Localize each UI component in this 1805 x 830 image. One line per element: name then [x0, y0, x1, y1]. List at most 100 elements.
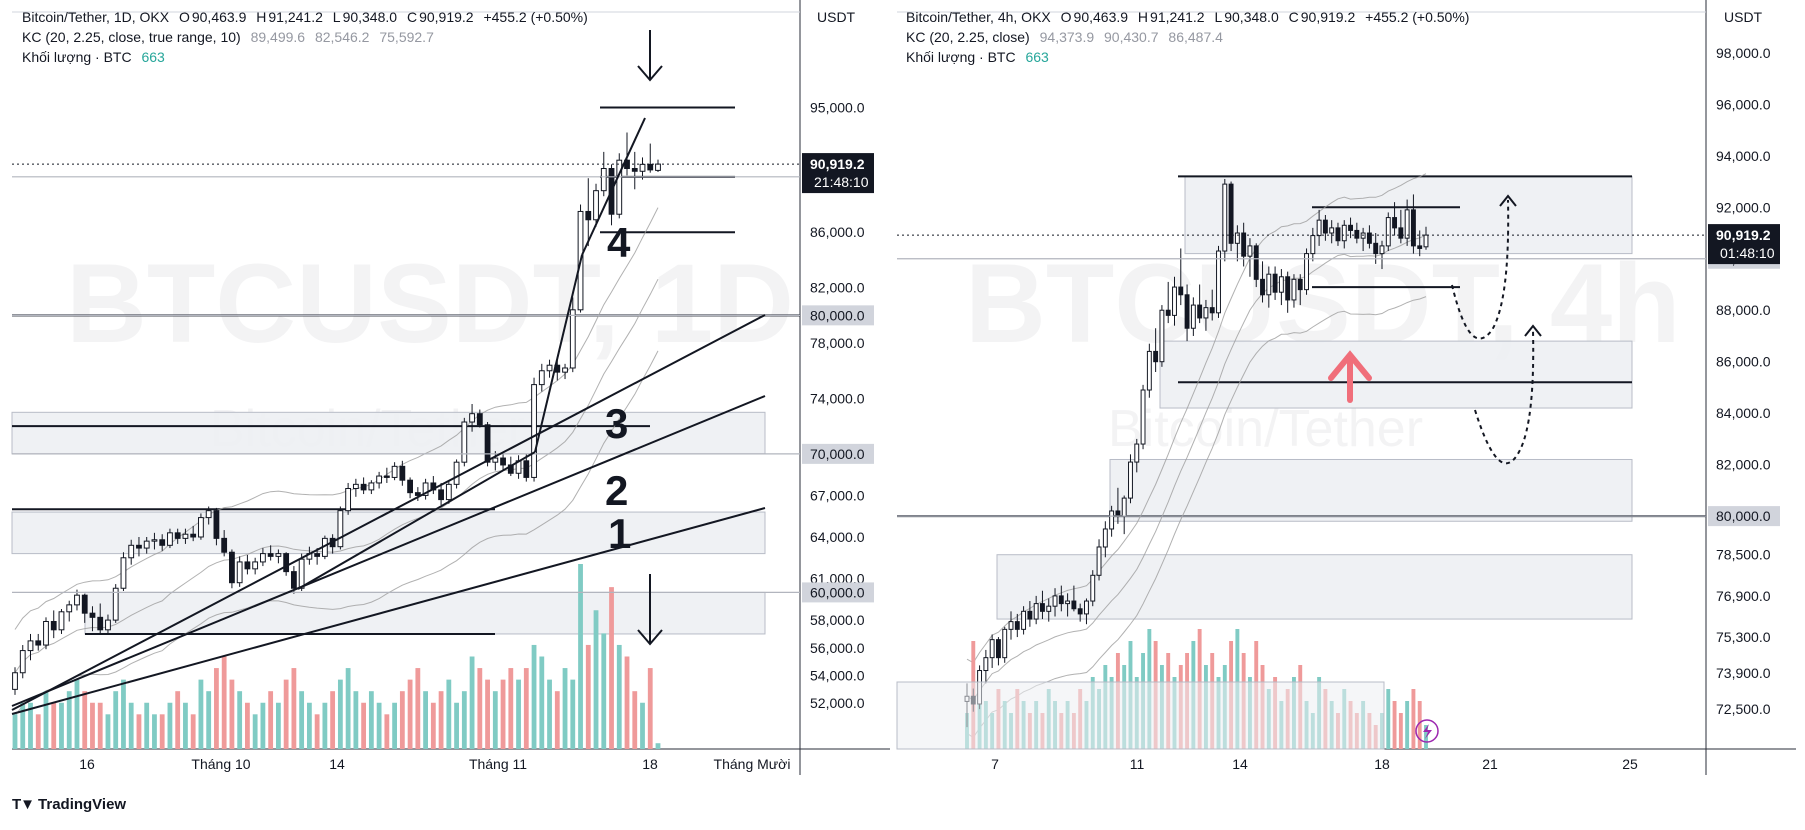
left-price-badge: 90,919.2 — [810, 156, 865, 172]
left-volume-bar — [128, 702, 134, 749]
left-candle — [492, 457, 499, 463]
left-candle — [569, 309, 576, 369]
right-candle — [1172, 286, 1177, 316]
right-legend: Bitcoin/Tether, 4h, OKX O 90,463.9 H 91,24… — [906, 7, 1469, 67]
left-x-tick: 14 — [329, 756, 345, 772]
left-volume-bar — [454, 702, 459, 749]
right-y-tick: 94,000.0 — [1716, 148, 1771, 164]
right-h-label: H — [1137, 9, 1149, 25]
left-candle — [174, 532, 181, 539]
left-y-tick: 95,000.0 — [810, 100, 865, 116]
left-volume-bar — [74, 679, 80, 749]
left-volume-bar — [423, 691, 428, 749]
left-volume-bar — [291, 668, 297, 749]
left-candle — [461, 421, 468, 463]
right-candle — [1109, 510, 1115, 530]
left-x-tick: Tháng 11 — [469, 756, 527, 772]
left-unit-label[interactable]: USDT — [817, 9, 856, 25]
right-candle — [1071, 600, 1077, 610]
right-volume-bar — [1398, 713, 1403, 749]
left-volume-bar — [554, 691, 560, 749]
left-volume-bar — [547, 679, 552, 749]
left-trendline-2 — [11, 395, 766, 707]
right-candle — [1197, 304, 1203, 319]
left-volume-bar — [175, 691, 181, 749]
right-y-tick: 98,000.0 — [1716, 45, 1771, 61]
left-vol-label: Khối lượng · BTC — [22, 49, 132, 65]
left-annotation-4: 4 — [607, 219, 631, 266]
left-candle — [97, 616, 104, 631]
left-candle — [136, 544, 142, 549]
left-arrow-down-icon-top — [637, 30, 663, 82]
left-volume-bar — [531, 644, 537, 749]
left-y-badge-bg — [802, 305, 874, 326]
left-volume-bar — [82, 691, 88, 749]
left-volume-bar — [485, 679, 490, 749]
left-volume-bar — [190, 714, 196, 749]
right-candle — [1304, 253, 1309, 291]
left-volume-bar — [523, 668, 529, 749]
left-volume-bar — [392, 702, 398, 749]
left-candle — [337, 510, 344, 548]
left-volume-bar — [647, 668, 653, 749]
left-y-tick: 86,000.0 — [810, 224, 865, 240]
right-candle — [1373, 242, 1379, 255]
tradingview-brand[interactable]: T▼ TradingView — [12, 796, 126, 813]
right-candle — [1065, 600, 1071, 605]
left-candle — [469, 413, 475, 423]
left-volume-bar — [299, 691, 305, 749]
left-change: +455.2 (+0.50%) — [483, 9, 588, 25]
left-y-tick: 67,000.0 — [810, 487, 865, 503]
right-vol-value: 663 — [1025, 49, 1049, 65]
left-y-badge: 70,000.0 — [810, 446, 865, 462]
left-volume-bar — [260, 702, 266, 749]
right-volume-zone — [896, 681, 1385, 750]
right-x-tick: 11 — [1130, 756, 1145, 772]
left-candle — [453, 461, 460, 485]
left-candle — [391, 465, 398, 478]
left-trendline-4 — [534, 254, 583, 453]
left-candle — [376, 475, 383, 484]
right-y-tick: 78,500.0 — [1716, 547, 1771, 563]
left-volume-bar — [35, 714, 41, 749]
right-candle — [1423, 234, 1429, 248]
right-candle — [1021, 610, 1027, 630]
right-volume-bar — [1386, 689, 1391, 749]
right-unit-label[interactable]: USDT — [1724, 9, 1763, 25]
right-candle — [1398, 227, 1404, 239]
right-kc-middle — [966, 234, 1427, 701]
left-volume-bar — [361, 702, 367, 749]
left-volume-bar — [508, 668, 514, 749]
brand-name: TradingView — [38, 796, 127, 813]
left-trendline-3b — [297, 451, 536, 590]
right-candle — [1190, 304, 1196, 329]
right-y-tick: 75,300.0 — [1716, 629, 1771, 645]
left-volume-bar — [446, 679, 452, 749]
left-candle — [546, 364, 553, 372]
left-volume-bar — [252, 714, 258, 749]
left-volume-bar — [90, 702, 95, 749]
left-candle — [538, 370, 545, 386]
left-volume-bar — [159, 714, 165, 749]
right-candle — [1385, 217, 1391, 247]
left-l-label: L — [332, 9, 341, 25]
right-candle — [1121, 497, 1127, 517]
left-volume-bar — [585, 644, 591, 749]
left-volume-bar — [399, 691, 405, 749]
left-candle — [143, 540, 150, 549]
left-candle — [112, 587, 119, 621]
left-volume-bar — [655, 743, 661, 749]
left-candle — [120, 557, 127, 589]
left-volume-bar — [275, 702, 281, 749]
right-y-tick: 88,000.0 — [1716, 302, 1771, 318]
left-candle — [368, 482, 375, 491]
right-candle — [1341, 224, 1347, 242]
left-volume-bar — [306, 702, 312, 749]
right-h: 91,241.2 — [1150, 9, 1205, 25]
left-candle — [167, 532, 173, 546]
left-volume-bar — [322, 702, 328, 749]
left-candle — [639, 163, 646, 172]
left-candle — [43, 620, 49, 646]
left-volume-bar — [229, 679, 235, 749]
